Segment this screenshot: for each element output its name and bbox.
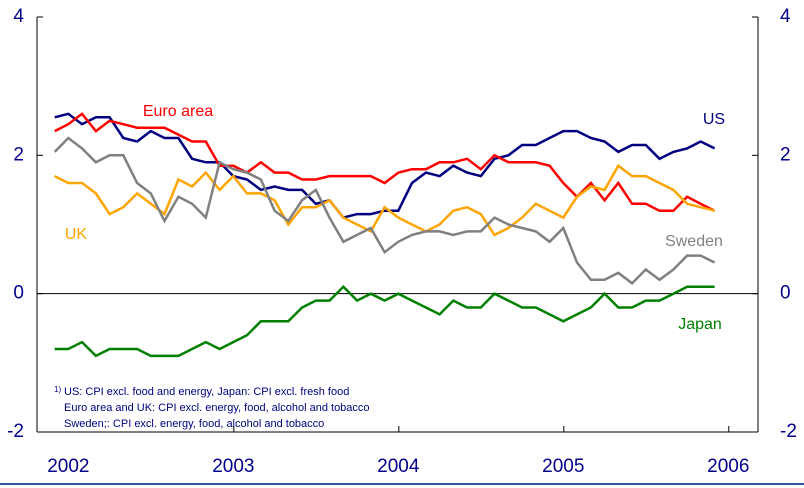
y-tick-label: 4	[13, 6, 24, 27]
y2-tick-label: -2	[780, 421, 797, 442]
series-line	[53, 136, 716, 285]
footnote: US: CPI excl. food and energy, Japan: CP…	[64, 386, 349, 398]
y2-tick-label: 2	[780, 144, 791, 165]
x-tick-label: 2005	[542, 456, 584, 477]
y-tick-label: 0	[13, 283, 24, 304]
x-tick-label: 2003	[212, 456, 254, 477]
series-label: Euro area	[143, 103, 213, 120]
series-line	[54, 163, 715, 237]
series-line	[54, 112, 716, 220]
y-tick-label: 2	[13, 144, 24, 165]
series-label: US	[703, 111, 725, 128]
y2-tick-label: 0	[780, 283, 791, 304]
series-label: Sweden	[665, 233, 723, 250]
series-line	[54, 285, 715, 358]
series-label: UK	[65, 226, 88, 243]
footnote: Sweden;: CPI excl. energy, food, alcohol…	[64, 418, 324, 430]
x-tick-label: 2006	[707, 456, 749, 477]
series-line	[54, 112, 716, 212]
y-tick-label: -2	[7, 421, 24, 442]
footnote: Euro area and UK: CPI excl. energy, food…	[64, 402, 370, 414]
y2-tick-label: 4	[780, 6, 791, 27]
footnote-marker: 1)	[54, 385, 61, 394]
x-tick-label: 2002	[47, 456, 89, 477]
series-label: Japan	[678, 316, 722, 333]
x-tick-label: 2004	[377, 456, 420, 477]
